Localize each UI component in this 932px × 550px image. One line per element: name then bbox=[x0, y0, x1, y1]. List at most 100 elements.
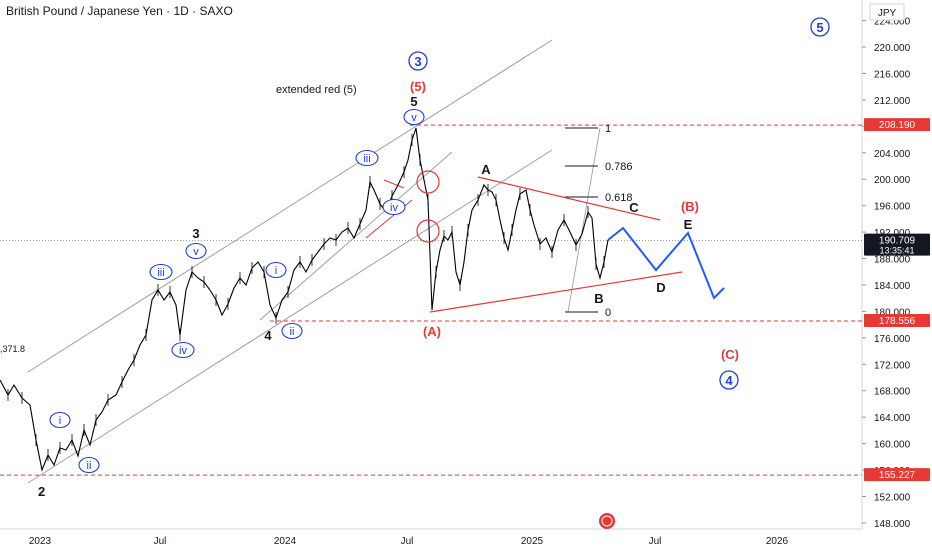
wave-label-B: B bbox=[594, 291, 603, 306]
wave-label-circled: i bbox=[49, 411, 71, 429]
wave-label-circled-text: v bbox=[411, 112, 417, 124]
wave-label-circled: iv bbox=[382, 198, 406, 216]
wave-label-circled-text: iii bbox=[157, 267, 164, 279]
wave-label-circled-ring bbox=[265, 261, 287, 279]
wave-label-circled-text: i bbox=[59, 415, 61, 427]
wave-degree-5-ring bbox=[810, 17, 830, 37]
highlight-circle bbox=[416, 170, 440, 194]
time-tick-label: 2025 bbox=[521, 536, 544, 547]
wave-degree-3-ring bbox=[408, 51, 428, 71]
wave-label-circled: i bbox=[265, 261, 287, 279]
price-tick-label: 204.000 bbox=[874, 149, 911, 160]
price-tick-label: 184.000 bbox=[874, 281, 911, 292]
triangle-lower-line bbox=[429, 271, 683, 313]
wave-label-circled-text: iv bbox=[179, 345, 187, 357]
wave-label-D: D bbox=[656, 280, 665, 295]
wave-degree-3: 3 bbox=[408, 51, 428, 71]
price-tick-label: 168.000 bbox=[874, 387, 911, 398]
channel-line-lower bbox=[27, 149, 553, 484]
brand-emblem-disc bbox=[599, 513, 615, 529]
price-tick-label: 160.000 bbox=[874, 440, 911, 451]
wave-label-circled-text: ii bbox=[290, 326, 295, 338]
wave-label-2: 2 bbox=[38, 484, 45, 499]
price-tick-label: 224.000 bbox=[874, 17, 911, 28]
wave-degree-4-text: 4 bbox=[725, 373, 733, 388]
fib-level-label: 0.786 bbox=[605, 161, 633, 173]
fib-level-label: 1 bbox=[605, 123, 611, 135]
wave-label-circled-ring bbox=[281, 322, 303, 340]
wave-label-circled-text: iv bbox=[390, 202, 398, 214]
currency-box[interactable] bbox=[869, 3, 905, 21]
channel-line-upper bbox=[27, 39, 553, 373]
wave-label-circled: v bbox=[403, 108, 425, 126]
wave-label-circled-text: i bbox=[275, 265, 277, 277]
wave-label-circled-ring bbox=[149, 263, 173, 281]
currency-label: JPY bbox=[878, 8, 897, 19]
wave-label-circled: ii bbox=[78, 456, 100, 474]
time-tick-label: Jul bbox=[401, 536, 414, 547]
wave-label-circled: v bbox=[185, 242, 207, 260]
price-badge-label: 155.227 bbox=[879, 470, 916, 481]
wave-label-circled-ring bbox=[171, 341, 195, 359]
brand-emblem-ring bbox=[601, 515, 613, 527]
channel-red-segment-2 bbox=[383, 179, 405, 189]
fib-level-label: 0.618 bbox=[605, 192, 633, 204]
wave-label-circled: iv bbox=[171, 341, 195, 359]
wave-label-circled-ring bbox=[382, 198, 406, 216]
price-tick-label: 200.000 bbox=[874, 175, 911, 186]
price-tick-label: 152.000 bbox=[874, 492, 911, 503]
projection-path bbox=[607, 226, 725, 300]
time-tick-label: 2023 bbox=[29, 536, 52, 547]
channel-line-inner bbox=[259, 151, 453, 321]
wave-label-red-A: (A) bbox=[423, 324, 441, 339]
brand-emblem bbox=[599, 513, 615, 529]
wave-degree-5: 5 bbox=[810, 17, 830, 37]
price-tick-label: 172.000 bbox=[874, 360, 911, 371]
price-badge-label: 208.190 bbox=[879, 120, 916, 131]
left-value-label: ,371.8 bbox=[0, 344, 25, 354]
price-tick-label: 164.000 bbox=[874, 413, 911, 424]
wave-label-circled-text: iii bbox=[363, 153, 370, 165]
price-badge bbox=[864, 118, 930, 132]
wave-degree-5-text: 5 bbox=[816, 20, 823, 35]
price-badge bbox=[864, 233, 930, 256]
wave-label-4: 4 bbox=[264, 328, 272, 343]
price-badge-label: 178.556 bbox=[879, 316, 916, 327]
time-tick-label: 2024 bbox=[274, 536, 297, 547]
wave-degree-3-text: 3 bbox=[414, 54, 421, 69]
wave-degree-4-ring bbox=[719, 370, 739, 390]
wave-label-circled-text: ii bbox=[87, 460, 92, 472]
price-tick-label: 192.000 bbox=[874, 228, 911, 239]
wave-label-circled-ring bbox=[78, 456, 100, 474]
time-tick-label: Jul bbox=[649, 536, 662, 547]
price-tick-label: 188.000 bbox=[874, 255, 911, 266]
fib-trend-line bbox=[567, 127, 601, 313]
extended-note: extended red (5) bbox=[276, 84, 357, 96]
price-tick-label: 216.000 bbox=[874, 69, 911, 80]
price-badge-label: 190.709 bbox=[879, 236, 916, 247]
wave-label-5: 5 bbox=[410, 94, 417, 109]
price-series-line bbox=[0, 127, 609, 472]
price-tick-label: 220.000 bbox=[874, 43, 911, 54]
time-tick-label: Jul bbox=[154, 536, 167, 547]
wave-label-red-B: (B) bbox=[681, 199, 699, 214]
wave-label-circled-text: v bbox=[193, 246, 199, 258]
price-tick-label: 148.000 bbox=[874, 519, 911, 530]
wave-label-circled-ring bbox=[355, 149, 379, 167]
price-badge bbox=[864, 468, 930, 482]
price-tick-label: 196.000 bbox=[874, 202, 911, 213]
price-badge bbox=[864, 313, 930, 327]
time-tick-label: 2026 bbox=[766, 536, 789, 547]
wave-label-E: E bbox=[684, 217, 693, 232]
price-tick-label: 180.000 bbox=[874, 307, 911, 318]
wave-label-C: C bbox=[629, 200, 639, 215]
wave-label-red-5: (5) bbox=[410, 79, 426, 94]
price-badge-sublabel: 13:35:41 bbox=[879, 246, 914, 256]
price-tick-label: 176.000 bbox=[874, 334, 911, 345]
wave-label-circled: iii bbox=[149, 263, 173, 281]
wave-label-red-C: (C) bbox=[721, 347, 739, 362]
symbol-title: British Pound / Japanese Yen · 1D · SAXO bbox=[6, 4, 233, 18]
fib-level-label: 0 bbox=[605, 307, 611, 319]
